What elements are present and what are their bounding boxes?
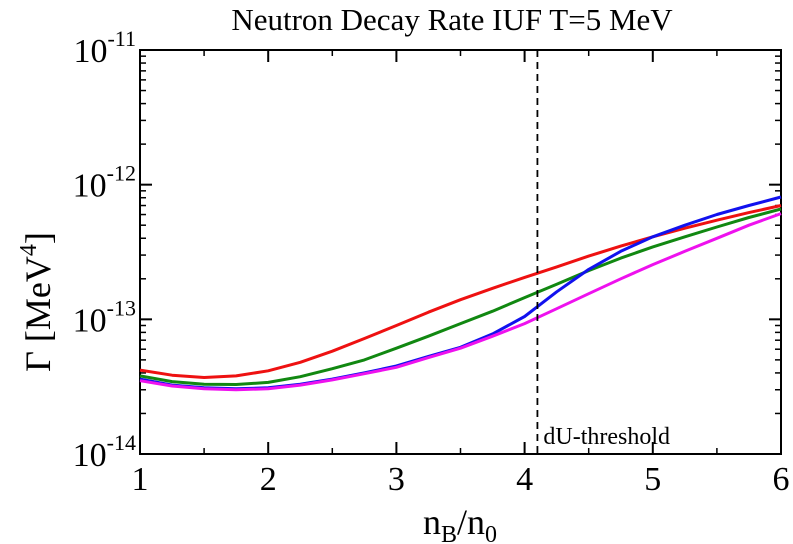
x-axis-title-n: n (423, 502, 441, 542)
x-axis-title-slash: /n (457, 502, 485, 542)
y-tick-exponent: -11 (107, 26, 136, 51)
y-tick-label: 10-11 (73, 26, 136, 70)
y-tick-exponent: -13 (107, 295, 136, 320)
x-tick-label: 6 (773, 461, 790, 498)
x-tick-label: 1 (132, 461, 149, 498)
y-axis-title-main: Γ [MeV (18, 256, 58, 372)
y-tick-exponent: -14 (107, 430, 136, 455)
series-curves (139, 195, 782, 392)
x-tick-label: 4 (516, 461, 533, 498)
series-blue-curve (139, 195, 782, 391)
x-tick-label: 2 (260, 461, 277, 498)
y-axis-title-sup: 4 (16, 244, 42, 256)
y-tick-label: 10-14 (73, 430, 136, 474)
chart-title: Neutron Decay Rate IUF T=5 MeV (231, 2, 673, 37)
y-axis-title-close: ] (18, 232, 58, 244)
y-tick-label: 10-13 (73, 295, 136, 339)
series-green-curve (139, 207, 782, 386)
series-red-curve (139, 204, 782, 379)
y-tick-base: 10 (73, 168, 107, 205)
x-axis-title-sub-0: 0 (485, 522, 497, 544)
x-axis-title-sub-b: B (441, 522, 457, 544)
x-axis-ticks: 1 2 3 4 5 6 (132, 50, 790, 498)
series-magenta-curve (139, 212, 782, 392)
x-tick-label: 3 (388, 461, 405, 498)
y-tick-base: 10 (73, 437, 107, 474)
x-tick-label: 5 (644, 461, 661, 498)
y-tick-base: 10 (73, 33, 107, 70)
dU-threshold-label: dU-threshold (543, 424, 670, 450)
y-tick-label: 10-12 (73, 161, 136, 205)
x-axis-title: nB/n0 (423, 502, 497, 544)
y-tick-base: 10 (73, 302, 107, 339)
y-tick-exponent: -12 (107, 161, 136, 186)
y-axis-title: Γ [MeV4] (16, 232, 58, 372)
